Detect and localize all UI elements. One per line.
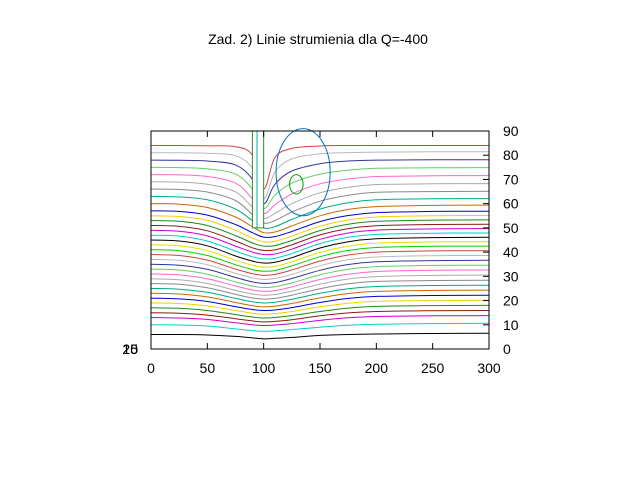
streamline [150,151,489,200]
streamline [150,219,490,247]
streamline [150,322,490,332]
closed-contour [275,128,331,217]
streamline [150,166,490,210]
streamline [150,245,490,272]
streamline [150,294,490,312]
obstacle-wall [251,130,265,229]
y-tick-label: 0 [503,341,511,357]
left-label: 10 [122,341,138,357]
streamline [150,274,490,296]
streamlines [150,144,490,340]
streamline [150,304,490,319]
streamline [150,255,490,281]
plot-area [150,128,490,350]
y-tick-label: 50 [503,220,519,236]
streamline [150,228,490,256]
y-axis-right: 0 10 20 30 40 50 60 70 80 90 [483,123,519,357]
streamline [150,241,490,268]
streamline [150,203,490,234]
streamline [150,332,490,340]
streamline [150,315,490,327]
x-tick-label: 250 [421,360,445,376]
obstacle [251,130,265,229]
x-tick-label: 100 [252,360,276,376]
streamline [150,181,490,219]
x-tick-label: 300 [477,360,501,376]
y-tick-label: 20 [503,293,519,309]
streamline [150,279,490,300]
y-tick-label: 40 [503,244,519,260]
closed-contour [289,174,304,195]
x-tick-label: 150 [308,360,332,376]
x-tick-label: 200 [365,360,389,376]
streamline [150,210,490,238]
streamline [150,250,490,276]
y-tick-label: 10 [503,317,519,333]
streamline [150,174,490,214]
left-label: 15 [122,341,138,357]
chart-title: Zad. 2) Linie strumienia dla Q=-400 [208,31,428,47]
y-tick-label: 60 [503,196,519,212]
x-axis: 0 50 100 150 200 250 300 [147,131,501,376]
streamline [150,310,490,323]
streamline [150,144,489,190]
streamline [150,223,490,252]
y-tick-label: 90 [503,123,519,139]
closed-contours [275,128,331,217]
streamline [150,195,490,229]
streamline [150,284,490,304]
x-tick-label: 0 [147,360,155,376]
left-label: 25 [122,341,138,357]
streamline [150,289,490,308]
x-tick-label: 50 [200,360,216,376]
streamline [150,188,490,224]
streamline [150,215,490,243]
streamline [150,232,490,260]
streamline [150,269,490,292]
streamline [150,299,490,315]
streamline [150,236,490,264]
streamline [150,264,490,289]
streamline [150,159,489,205]
y-tick-label: 30 [503,268,519,284]
y-tick-label: 70 [503,171,519,187]
y-tick-label: 80 [503,147,519,163]
streamline [150,259,490,284]
